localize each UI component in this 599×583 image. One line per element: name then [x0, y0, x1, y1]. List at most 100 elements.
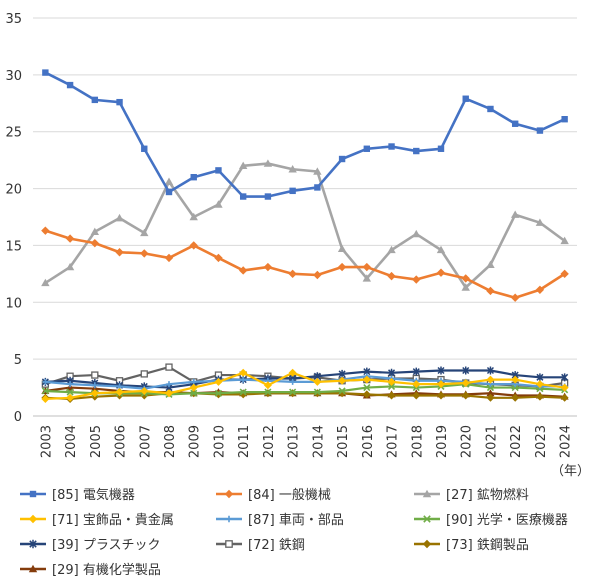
data-point [165, 363, 173, 371]
data-point [560, 236, 569, 245]
data-point [486, 286, 495, 296]
x-tick-label: 2015 [336, 425, 351, 458]
data-point [238, 161, 248, 170]
series-line [45, 392, 565, 401]
data-point [387, 271, 396, 281]
legend-label: [84] 一般機械 [248, 487, 331, 503]
series-3 [41, 368, 569, 403]
x-tick-label: 2024 [559, 425, 574, 458]
data-point [387, 382, 396, 390]
data-point [387, 391, 396, 400]
data-point [511, 393, 520, 402]
data-point [337, 244, 347, 253]
data-point [65, 234, 75, 243]
legend-swatch-marker [225, 515, 233, 523]
y-tick-label: 35 [5, 12, 22, 27]
data-point [67, 381, 74, 388]
legend-label: [29] 有機化学製品 [52, 562, 161, 578]
data-point [263, 381, 272, 390]
x-axis: 2003 2004 2005 2006 2007 2008 2009 2010 2011 2012… [39, 425, 573, 458]
data-point [363, 384, 371, 392]
data-point [65, 262, 75, 271]
legend-swatch-marker [422, 539, 432, 549]
data-point [437, 380, 445, 389]
data-point [388, 143, 395, 150]
data-point [338, 155, 346, 163]
data-point [337, 262, 347, 272]
data-point [535, 285, 545, 294]
x-tick-label: 2019 [435, 425, 450, 458]
y-tick-label: 30 [5, 69, 22, 84]
x-tick-label: 2022 [509, 425, 524, 458]
data-point [511, 375, 520, 384]
data-point [91, 382, 98, 389]
data-point [141, 145, 148, 152]
data-point [313, 388, 321, 396]
x-tick-label: 2023 [534, 425, 549, 458]
legend-label: [72] 鉄鋼 [248, 538, 305, 553]
x-tick-label: 2007 [138, 425, 153, 458]
y-tick-label: 10 [5, 296, 22, 311]
data-point [412, 391, 421, 400]
data-point [189, 241, 198, 250]
x-tick-label: 2021 [484, 425, 499, 458]
data-point [461, 274, 470, 283]
data-point [338, 376, 347, 385]
data-point [412, 275, 421, 284]
data-point [289, 378, 296, 385]
legend-label: [71] 宝飾品・貴金属 [52, 512, 174, 528]
series-1 [41, 226, 569, 302]
legend-item: [39] プラスチック [20, 538, 161, 553]
legend-swatch-marker [29, 490, 37, 498]
data-point [214, 200, 223, 208]
x-tick-label: 2017 [386, 425, 401, 458]
x-tick-label: 2020 [460, 425, 475, 458]
x-tick-label: 2012 [262, 425, 277, 458]
legend-item: [90] 光学・医療機器 [414, 512, 568, 528]
x-tick-label: 2010 [212, 425, 227, 458]
x-tick-label: 2016 [361, 425, 376, 458]
data-point [437, 145, 445, 152]
legend-item: [71] 宝飾品・貴金属 [20, 512, 174, 528]
data-point [165, 188, 173, 196]
data-point [289, 388, 297, 396]
legend-swatch-marker [422, 489, 432, 498]
data-point [66, 393, 75, 402]
data-point [462, 366, 470, 375]
data-point [90, 238, 100, 248]
series-group [41, 69, 569, 403]
data-point [288, 368, 297, 377]
data-point [140, 228, 149, 237]
data-point [511, 384, 519, 392]
data-point [313, 167, 322, 175]
x-tick-label: 2008 [163, 425, 178, 458]
y-tick-label: 15 [5, 239, 22, 254]
data-point [66, 388, 74, 396]
data-point [510, 210, 520, 218]
data-point [214, 389, 223, 397]
data-point [362, 262, 372, 272]
legend-label: [39] プラスチック [52, 538, 161, 553]
y-tick-label: 25 [5, 126, 22, 141]
data-point [486, 389, 495, 397]
data-point [561, 373, 569, 382]
legend-item: [73] 鉄鋼製品 [414, 538, 529, 553]
data-point [412, 229, 421, 238]
x-tick-label: 2011 [237, 425, 252, 458]
data-point [41, 394, 50, 403]
series-0 [42, 69, 568, 200]
gridlines [33, 17, 577, 417]
data-point [536, 373, 544, 382]
data-point [66, 81, 74, 89]
x-tick-label: 2005 [89, 425, 104, 458]
data-point [239, 193, 247, 200]
data-point [486, 375, 495, 384]
data-point [190, 174, 197, 181]
legend: [85] 電気機器 [84] 一般機械 [27] 鉱物燃料 [71] 宝飾品・貴金属 [… [20, 487, 568, 578]
legend-label: [90] 光学・医療機器 [446, 512, 568, 528]
data-point [412, 367, 420, 376]
data-point [140, 370, 148, 378]
data-point [116, 98, 123, 106]
data-point [413, 147, 420, 155]
